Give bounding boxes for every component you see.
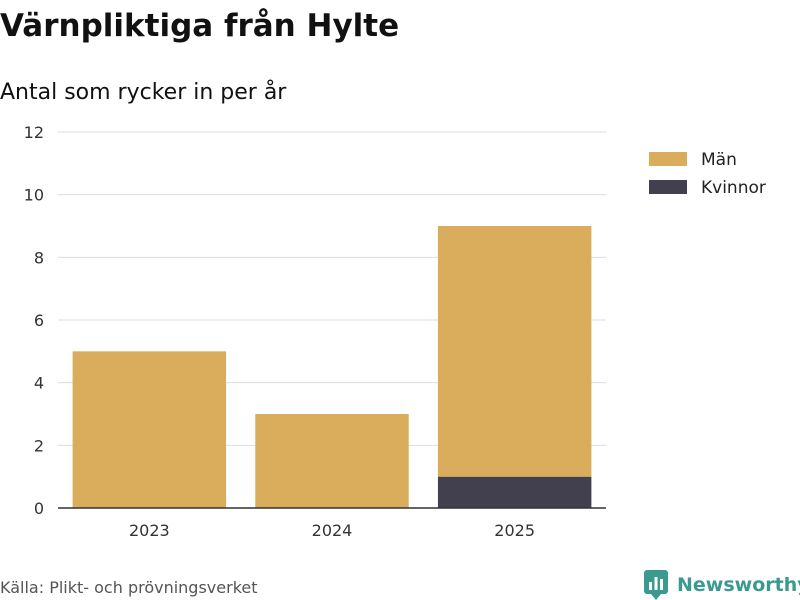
legend-label: Kvinnor	[701, 178, 766, 198]
y-tick-label: 2	[34, 436, 44, 455]
legend-swatch	[649, 152, 687, 166]
y-tick-label: 10	[24, 186, 44, 205]
chart-title: Värnpliktiga från Hylte	[0, 8, 400, 44]
y-tick-label: 6	[34, 311, 44, 330]
newsworthy-logo-icon	[644, 570, 668, 600]
y-tick-label: 8	[34, 248, 44, 267]
y-tick-label: 12	[24, 123, 44, 142]
brand-logo[interactable]: Newsworthy	[644, 570, 800, 600]
brand-name: Newsworthy	[677, 574, 800, 596]
legend: Män Kvinnor	[649, 150, 766, 198]
bar-man-2024[interactable]	[255, 414, 409, 508]
x-tick-label: 2025	[494, 521, 535, 540]
bars	[72, 226, 592, 508]
legend-label: Män	[701, 150, 737, 170]
bar-man-2023[interactable]	[72, 351, 227, 508]
x-tick-label: 2024	[312, 521, 353, 540]
axes: 0 2 4 6 8 10 12 2023 2024 2025	[24, 123, 606, 540]
chart-subtitle: Antal som rycker in per år	[0, 80, 287, 105]
y-tick-label: 0	[34, 499, 44, 518]
source-note: Källa: Plikt- och prövningsverket	[0, 578, 258, 597]
bar-kvinnor-2025[interactable]	[437, 476, 592, 508]
legend-swatch	[649, 180, 687, 194]
y-tick-label: 4	[34, 374, 44, 393]
x-tick-label: 2023	[129, 521, 170, 540]
bar-man-2025[interactable]	[437, 226, 592, 477]
